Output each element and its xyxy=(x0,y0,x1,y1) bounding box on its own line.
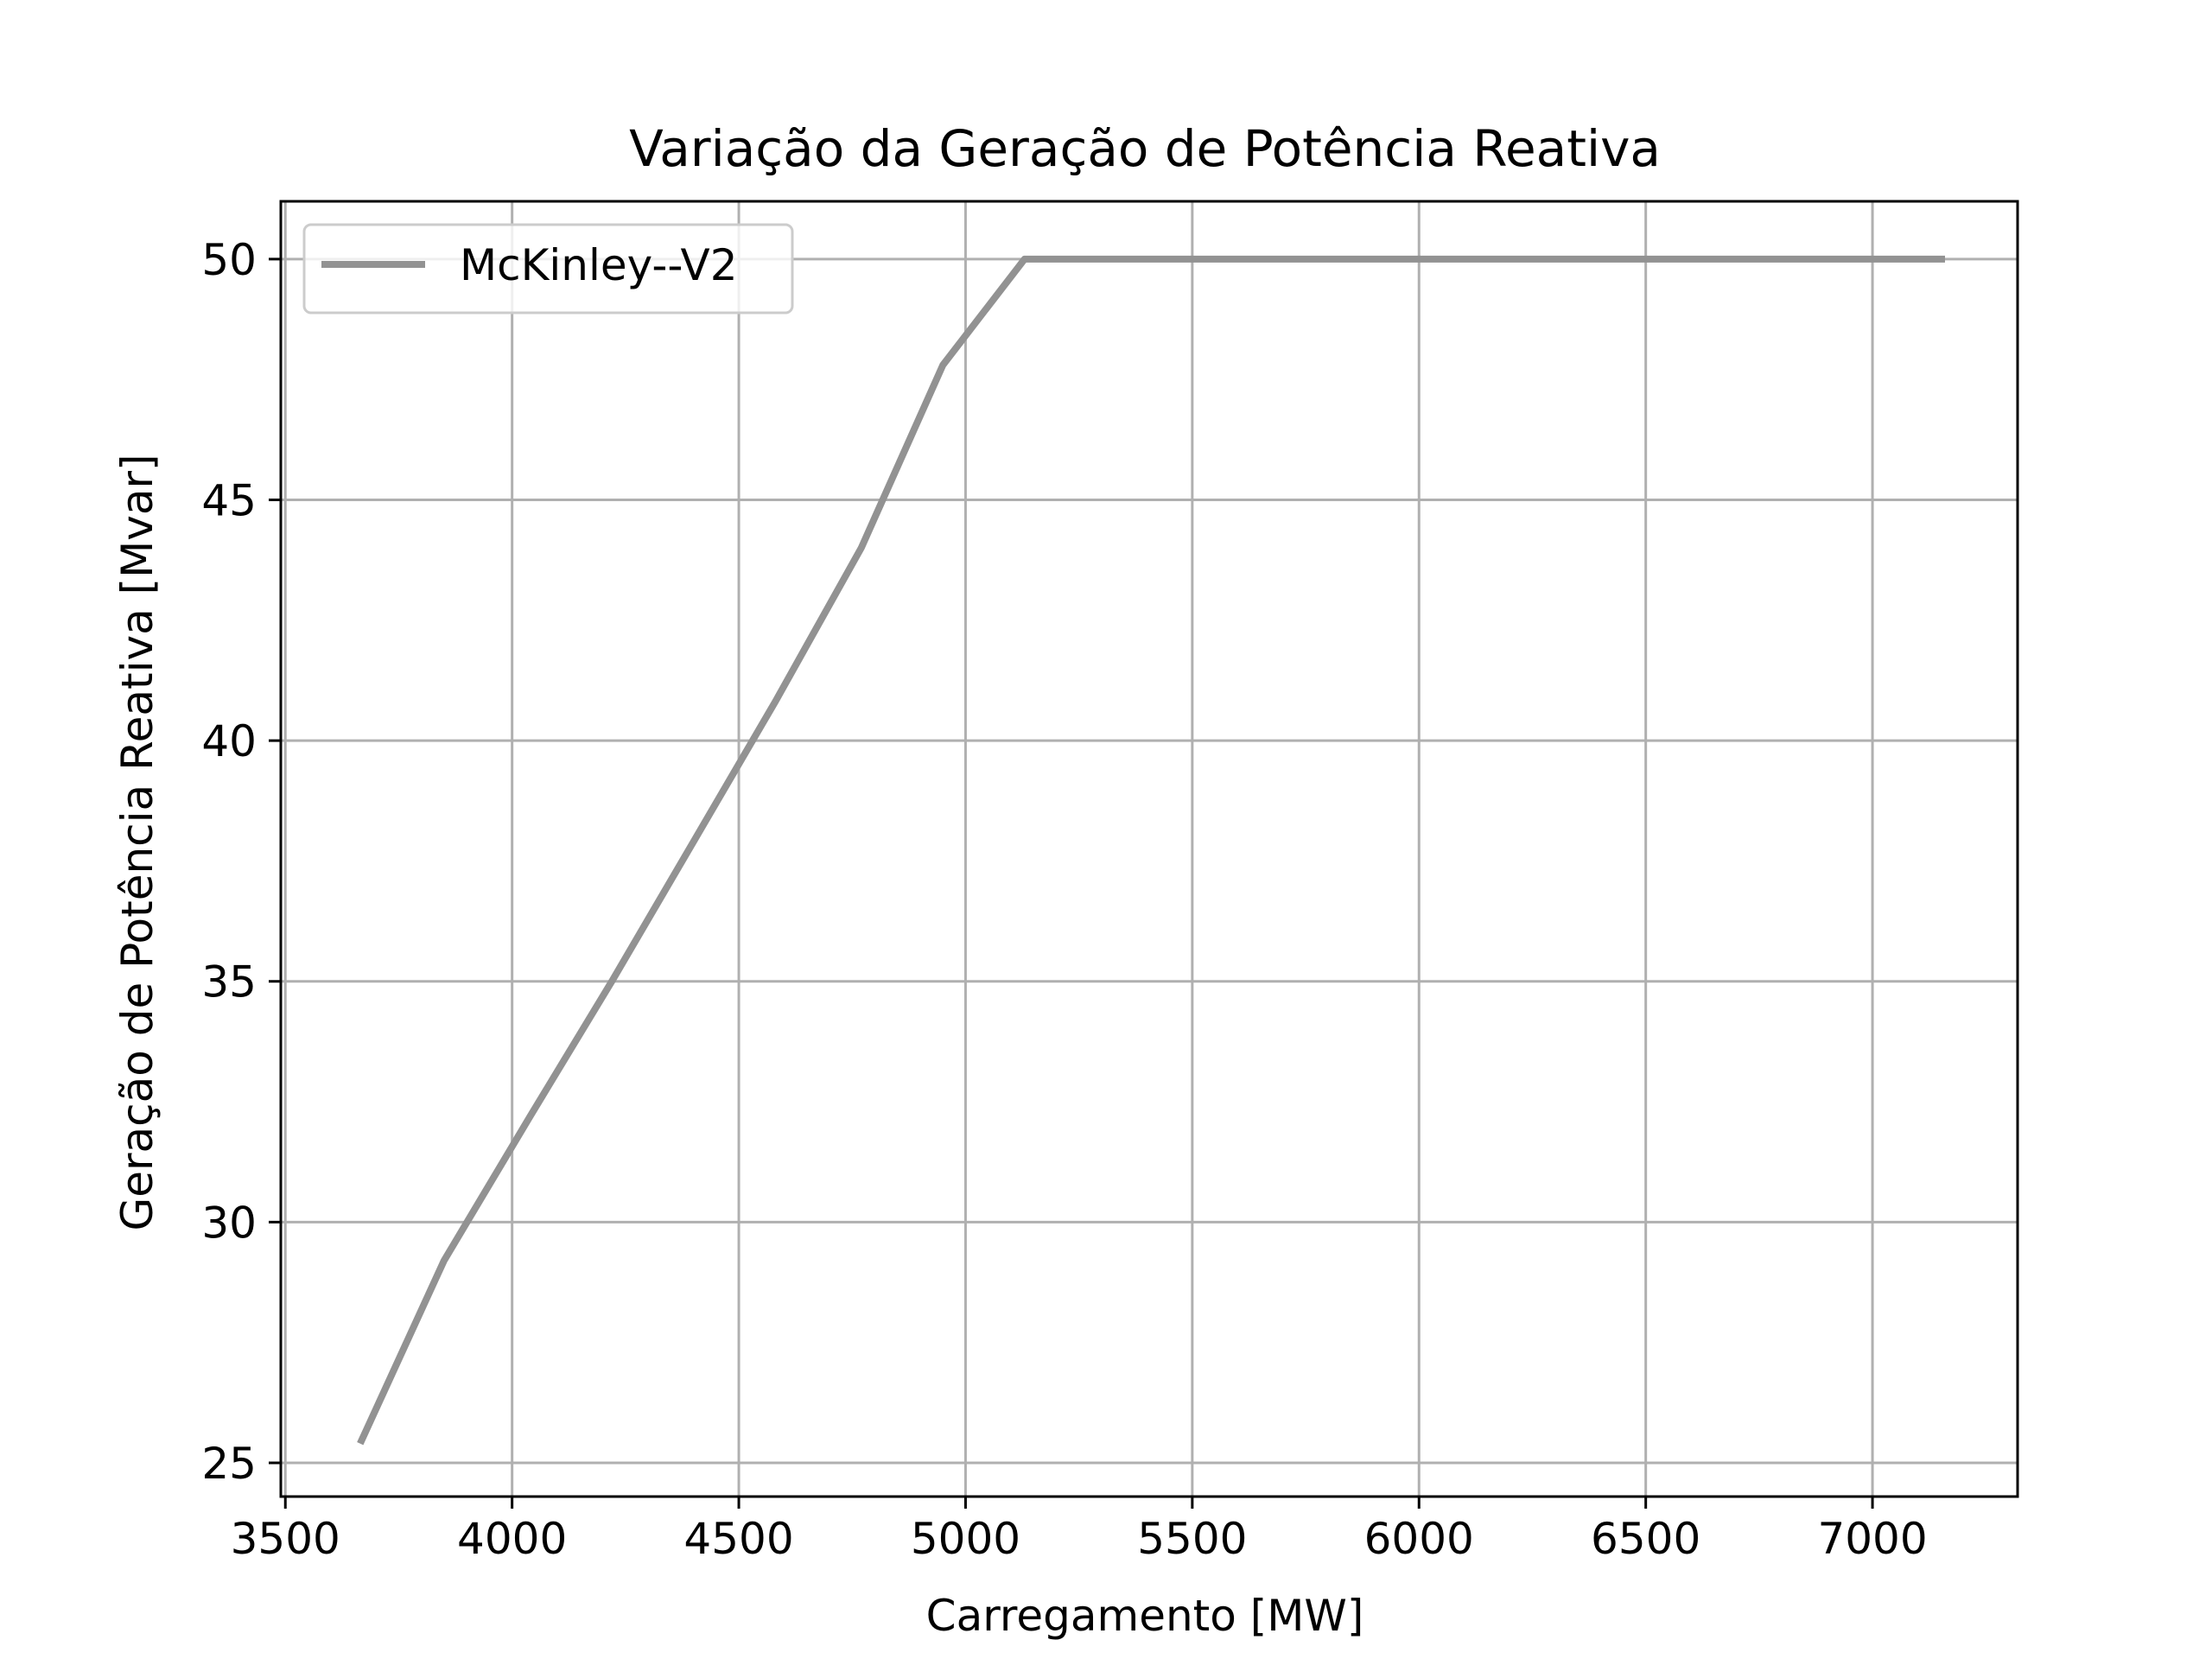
plot-frame xyxy=(279,200,2019,1498)
y-tick-label: 50 xyxy=(201,235,257,285)
series-line xyxy=(357,255,1945,1446)
legend-entry-label: McKinley--V2 xyxy=(460,240,738,290)
x-tick-label: 4000 xyxy=(457,1514,567,1564)
x-tick-label: 4500 xyxy=(683,1514,793,1564)
x-tick-label: 7000 xyxy=(1817,1514,1927,1564)
x-tick-label: 5500 xyxy=(1137,1514,1247,1564)
x-tick-labels: 3500 4000 4500 5000 5500 6000 6500 7000 xyxy=(231,1514,1928,1564)
y-tick-label: 40 xyxy=(201,716,257,766)
x-tick-label: 5000 xyxy=(911,1514,1020,1564)
x-tick-label: 6000 xyxy=(1364,1514,1474,1564)
chart-title: Variação da Geração de Potência Reativa xyxy=(629,119,1661,178)
y-tick-labels: 25 30 35 40 45 50 xyxy=(201,235,257,1489)
axes-layer xyxy=(269,200,2019,1509)
y-tick-label: 25 xyxy=(201,1439,257,1489)
y-tick-label: 35 xyxy=(201,957,257,1007)
y-tick-label: 45 xyxy=(201,475,257,525)
series-layer xyxy=(357,255,1945,1446)
x-tick-label: 3500 xyxy=(231,1514,340,1564)
x-axis-label: Carregamento [MW] xyxy=(926,1591,1364,1641)
legend-box xyxy=(302,223,794,315)
y-tick-label: 30 xyxy=(201,1198,257,1248)
y-axis-label: Geração de Potência Reativa [Mvar] xyxy=(112,454,162,1230)
legend: McKinley--V2 xyxy=(302,223,794,315)
x-tick-label: 6500 xyxy=(1591,1514,1700,1564)
